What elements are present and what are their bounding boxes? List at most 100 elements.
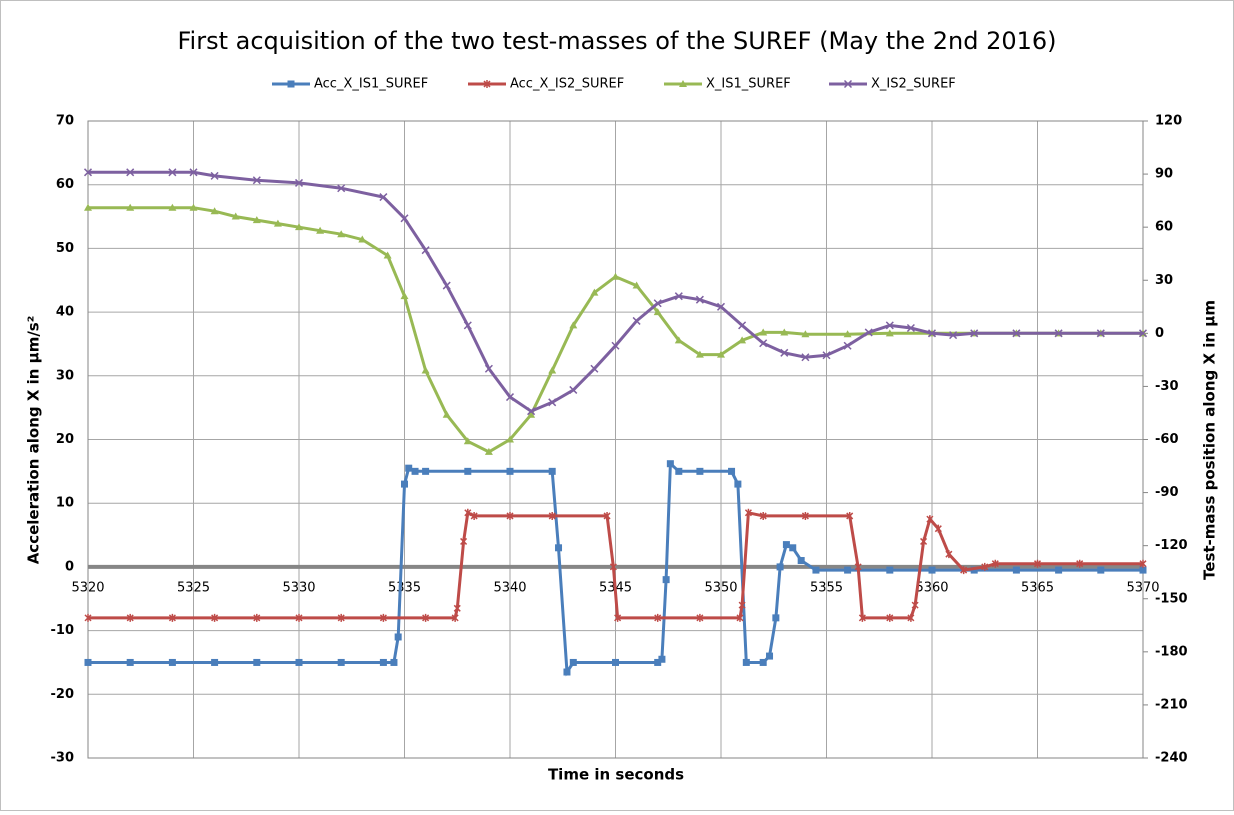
data-point bbox=[695, 295, 704, 304]
data-point bbox=[126, 203, 135, 211]
data-point bbox=[934, 524, 942, 533]
data-point bbox=[470, 511, 478, 520]
data-point bbox=[189, 168, 198, 177]
data-point bbox=[505, 393, 515, 402]
data-point bbox=[252, 216, 261, 224]
data-point bbox=[569, 385, 578, 394]
data-point bbox=[463, 321, 472, 330]
data-point bbox=[168, 658, 176, 666]
data-point bbox=[603, 511, 611, 520]
series-line bbox=[88, 510, 1143, 620]
data-point bbox=[632, 281, 641, 289]
data-point bbox=[653, 308, 662, 316]
y2-tick-label: -60 bbox=[1155, 432, 1179, 447]
data-point bbox=[84, 658, 92, 666]
data-point bbox=[411, 467, 419, 475]
data-point bbox=[759, 328, 768, 336]
data-point bbox=[654, 658, 662, 666]
data-point bbox=[885, 321, 894, 330]
data-point bbox=[1096, 329, 1105, 338]
data-point bbox=[695, 350, 704, 358]
data-point bbox=[421, 246, 430, 255]
data-point bbox=[394, 633, 402, 641]
data-point bbox=[421, 366, 430, 374]
data-point bbox=[907, 613, 915, 622]
data-point bbox=[1076, 559, 1084, 568]
y-tick-label: 60 bbox=[56, 177, 74, 192]
data-point bbox=[484, 364, 493, 373]
data-point bbox=[759, 658, 767, 666]
series bbox=[84, 203, 1147, 455]
y-tick-label: 20 bbox=[56, 432, 74, 447]
data-point bbox=[506, 467, 514, 475]
data-point bbox=[316, 226, 325, 234]
data-point bbox=[734, 480, 742, 488]
y2-tick-label: -210 bbox=[1155, 697, 1188, 712]
data-point bbox=[846, 511, 854, 520]
data-point bbox=[210, 171, 219, 180]
data-point bbox=[766, 652, 774, 660]
data-point bbox=[527, 407, 536, 416]
data-point bbox=[949, 331, 958, 340]
y2-tick-label: 120 bbox=[1155, 114, 1182, 129]
data-point bbox=[759, 511, 767, 520]
data-point bbox=[776, 563, 784, 571]
x-tick-label: 5325 bbox=[177, 580, 210, 595]
data-point bbox=[612, 658, 619, 666]
data-point bbox=[295, 613, 303, 622]
legend-marker bbox=[483, 80, 491, 88]
data-point bbox=[442, 410, 451, 418]
data-point bbox=[970, 566, 978, 574]
data-point bbox=[854, 562, 862, 571]
data-point bbox=[632, 316, 641, 325]
data-point bbox=[555, 544, 563, 552]
data-point bbox=[662, 576, 670, 584]
y2-tick-label: -120 bbox=[1155, 538, 1188, 553]
data-point bbox=[812, 566, 820, 574]
data-point bbox=[801, 353, 810, 362]
y2-tick-label: -150 bbox=[1155, 591, 1188, 606]
data-point bbox=[400, 292, 409, 300]
data-point bbox=[801, 330, 810, 338]
data-point bbox=[527, 410, 536, 418]
data-point bbox=[728, 467, 736, 475]
data-point bbox=[337, 184, 346, 193]
data-point bbox=[460, 537, 468, 546]
data-point bbox=[911, 601, 919, 610]
data-point bbox=[1033, 559, 1042, 568]
data-point bbox=[168, 168, 177, 177]
data-point bbox=[379, 193, 388, 202]
data-point bbox=[168, 203, 177, 211]
data-point bbox=[772, 614, 780, 622]
data-point bbox=[960, 566, 968, 575]
data-point bbox=[614, 613, 622, 622]
data-point bbox=[211, 613, 219, 622]
data-point bbox=[609, 562, 617, 571]
data-point bbox=[886, 613, 894, 622]
data-point bbox=[928, 566, 936, 574]
y-tick-label: 30 bbox=[56, 368, 74, 383]
data-point bbox=[666, 460, 674, 468]
data-point bbox=[674, 292, 683, 301]
data-point bbox=[400, 214, 409, 223]
data-point bbox=[405, 464, 413, 472]
chart-title: First acquisition of the two test-masses… bbox=[177, 27, 1056, 55]
y2-tick-label: -90 bbox=[1155, 485, 1179, 500]
y2-tick-label: -180 bbox=[1155, 644, 1188, 659]
y-tick-label: -10 bbox=[51, 623, 75, 638]
y2-tick-label: 0 bbox=[1155, 326, 1164, 341]
data-point bbox=[886, 566, 894, 574]
series bbox=[83, 168, 1148, 416]
data-point bbox=[1138, 329, 1148, 338]
y-tick-label: -20 bbox=[51, 687, 75, 702]
data-point bbox=[1012, 566, 1020, 574]
legend-marker bbox=[679, 80, 687, 87]
data-point bbox=[864, 328, 873, 337]
y2-tick-label: -240 bbox=[1155, 751, 1188, 766]
data-point bbox=[295, 658, 303, 666]
data-point bbox=[548, 511, 556, 520]
data-point bbox=[759, 339, 768, 348]
data-point bbox=[780, 328, 789, 336]
data-point bbox=[717, 350, 725, 358]
